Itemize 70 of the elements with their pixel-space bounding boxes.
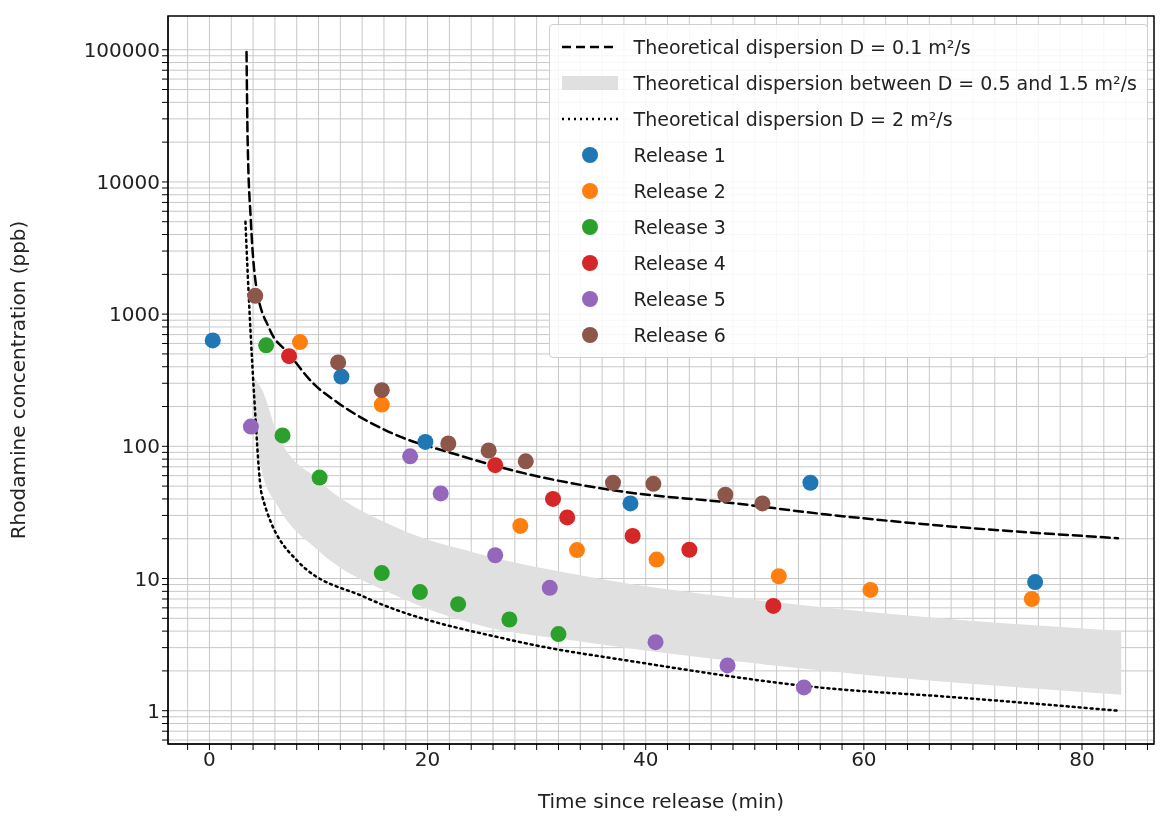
legend-label: Release 4 (633, 252, 726, 274)
point (440, 435, 457, 452)
point (258, 337, 275, 354)
point (545, 490, 562, 507)
point (274, 427, 291, 444)
point (559, 509, 576, 526)
legend-label: Theoretical dispersion D = 0.1 m²/s (633, 36, 971, 58)
y-tick-label: 1000 (109, 302, 160, 327)
x-tick-label: 80 (1069, 747, 1095, 772)
legend-label: Release 6 (633, 324, 726, 346)
point (754, 495, 771, 512)
point (681, 541, 698, 558)
legend-label: Theoretical dispersion D = 2 m²/s (633, 108, 953, 130)
point (330, 354, 347, 371)
x-axis-title: Time since release (min) (536, 789, 785, 813)
x-tick-label: 40 (633, 747, 659, 772)
y-axis-title: Rhodamine concentration (ppb) (6, 220, 31, 540)
legend-label: Release 1 (633, 144, 726, 166)
x-tick-label: 20 (414, 747, 441, 772)
y-tick-label: 10000 (96, 170, 160, 195)
point (541, 579, 558, 596)
y-tick-label: 1 (147, 698, 160, 723)
y-tick-label: 100 (121, 434, 160, 459)
point (247, 287, 264, 304)
point (204, 332, 221, 349)
point (862, 581, 879, 598)
point (432, 485, 449, 502)
point (770, 568, 787, 585)
point (802, 474, 819, 491)
line-series (244, 220, 1120, 712)
point (719, 657, 736, 674)
point (717, 486, 734, 503)
point (648, 551, 665, 568)
x-tick-label: 0 (203, 747, 216, 772)
point (450, 596, 467, 613)
point (411, 584, 428, 601)
point (480, 442, 497, 459)
point (501, 611, 518, 628)
point (569, 542, 586, 559)
point (622, 495, 639, 512)
point (242, 418, 259, 435)
point (1023, 591, 1040, 607)
y-tick-label: 100000 (83, 37, 160, 62)
point (487, 547, 504, 564)
point (281, 348, 298, 365)
legend-label: Release 3 (633, 216, 726, 238)
point (373, 565, 390, 582)
point (624, 527, 641, 544)
point (550, 626, 567, 643)
legend-label: Release 2 (633, 180, 726, 202)
point (517, 453, 534, 470)
legend-label: Theoretical dispersion between D = 0.5 and 1.5 m²/s (633, 72, 1137, 94)
point (402, 448, 419, 465)
legend-label: Release 5 (633, 288, 726, 310)
point (1027, 574, 1044, 591)
point (373, 382, 390, 399)
point (512, 517, 529, 534)
point (647, 634, 664, 651)
point (333, 368, 350, 385)
point (487, 457, 504, 474)
x-tick-label: 60 (851, 747, 877, 772)
point (373, 396, 390, 413)
point (795, 679, 812, 696)
point (417, 433, 434, 450)
point (291, 334, 308, 351)
point (605, 474, 622, 491)
point (645, 475, 662, 492)
point (311, 469, 328, 486)
y-tick-label: 10 (134, 566, 160, 591)
point (765, 597, 782, 614)
